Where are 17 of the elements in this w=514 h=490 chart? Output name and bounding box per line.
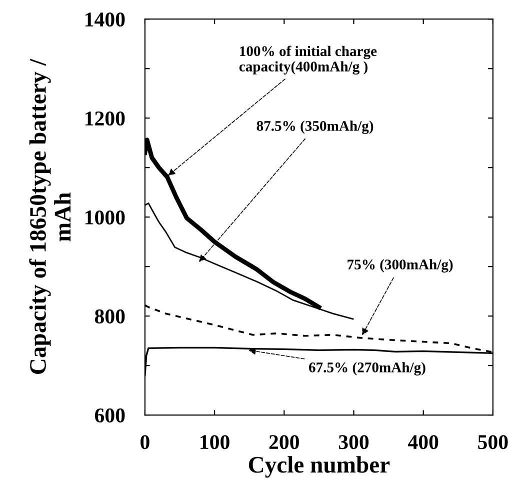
y-tick-label: 1400 — [86, 12, 125, 27]
annotation: 87.5% (350mAh/g) — [256, 120, 374, 134]
x-tick-label: 500 — [478, 435, 508, 450]
y-tick-label: 1000 — [86, 210, 125, 225]
x-axis-title: Cycle number — [248, 456, 390, 478]
x-tick-label: 100 — [200, 435, 230, 450]
y-tick-label: 800 — [94, 309, 125, 324]
annotation: 67.5% (270mAh/g) — [308, 362, 426, 376]
y-tick-label: 1200 — [86, 111, 125, 126]
x-tick-label: 400 — [408, 435, 438, 450]
x-tick-label: 300 — [338, 435, 369, 450]
x-tick-label: 200 — [269, 435, 299, 450]
x-tick-label: 0 — [140, 435, 150, 450]
annotation: 75% (300mAh/g) — [348, 259, 453, 272]
annotation: 100% of initial charge capacity(400mAh/g ) — [239, 46, 377, 75]
y-axis-title: Capacity of 18650type battery / mAh — [29, 58, 70, 374]
y-tick-label: 600 — [94, 408, 125, 422]
